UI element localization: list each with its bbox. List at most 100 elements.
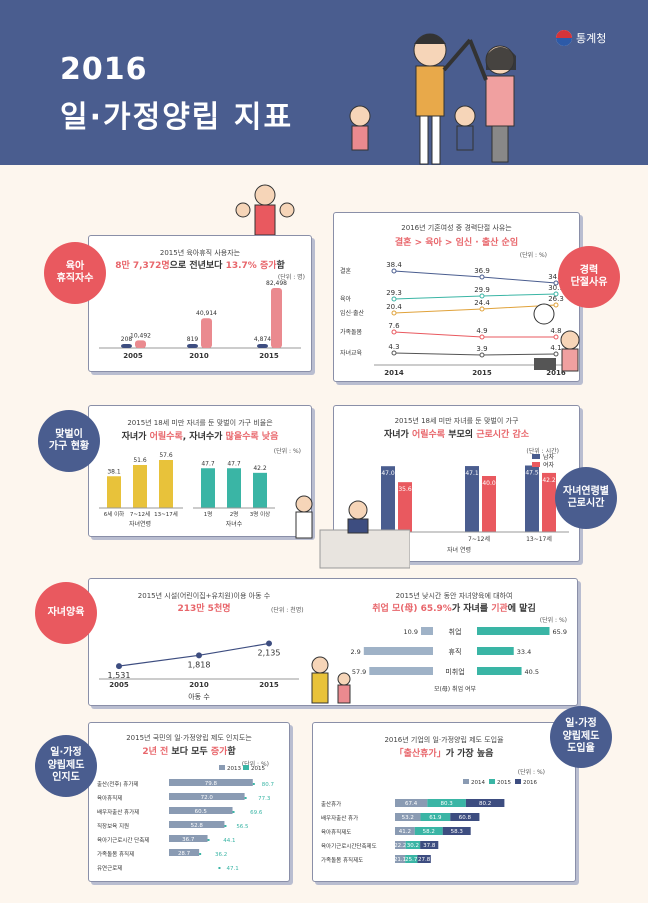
category-label: 배우자출산 휴가 <box>321 814 358 822</box>
legend-swatch <box>243 765 249 770</box>
bar <box>477 647 514 655</box>
header-banner: 2016 일·가정양립 지표 통계청 <box>0 0 648 165</box>
legend-label: 2013 <box>227 766 241 772</box>
tick-label: 1명 <box>204 511 213 518</box>
tick-label: 2005 <box>123 352 143 360</box>
data-label: 67.4 <box>405 801 418 807</box>
bar <box>395 799 428 807</box>
data-point <box>391 296 397 302</box>
marker <box>232 811 235 813</box>
legend-swatch <box>515 779 521 784</box>
data-label: 1,531 <box>108 671 131 680</box>
awareness-subtitle: 2015년 국민의 일·가정양립 제도 인지도는 <box>126 734 252 742</box>
data-label: 57.6 <box>159 452 173 459</box>
data-label: 57.9 <box>352 668 366 676</box>
series-label: 가족돌봄 <box>340 328 363 336</box>
adoption-badge: 일·가정 양립제도 도입율 <box>550 706 612 768</box>
tick-label: 2명 <box>230 511 239 518</box>
headline-text: 으로 전년보다 <box>169 261 226 271</box>
data-label: 22.2 <box>394 843 406 849</box>
category-label: 가족돌봄 휴직제 <box>97 850 134 858</box>
tick-label: 2014 <box>384 369 404 377</box>
bar <box>414 827 443 835</box>
legend-swatch <box>532 454 540 459</box>
daytime-care-headline: 취업 모(母) 65.9%가 자녀를 기관에 맡김 <box>339 601 569 614</box>
tick-label: 2015 <box>472 369 492 377</box>
career-break-subtitle: 2016년 기혼여성 중 경력단절 사유는 <box>401 224 512 232</box>
logo: 통계청 <box>556 30 606 46</box>
legend-swatch <box>219 765 225 770</box>
bar <box>169 779 253 786</box>
headline-text: 가 자녀를 <box>451 604 492 614</box>
data-label: 30.1 <box>548 284 564 292</box>
category-label: 출산휴가 <box>321 800 341 808</box>
dual-income-headline: 자녀가 어릴수록, 자녀수가 많을수록 낮음 <box>89 429 311 442</box>
adoption-panel: 2016년 기업의 일·가정양립 제도 도입율 「출산휴가」가 가장 높음 (단… <box>312 722 576 882</box>
childcare-leave-headline: 8만 7,372명으로 전년보다 13.7% 증가함 <box>89 258 311 271</box>
data-label: 40,914 <box>196 310 217 317</box>
data-label: 47.7 <box>227 460 241 467</box>
dual-income-chart: 38.1 6세 이하 51.6 7~12세 57.6 13~17세 47.7 1명 47.7 2명… <box>99 452 275 528</box>
headline-text: 가 가장 높음 <box>445 749 494 759</box>
data-label: 4.9 <box>476 327 487 335</box>
data-label: 51.6 <box>133 457 147 464</box>
logo-text: 통계청 <box>576 32 607 45</box>
data-point <box>479 293 485 299</box>
tick-label: 13~17세 <box>154 510 178 518</box>
category-label: 유연근로제 <box>97 864 122 872</box>
career-break-badge: 경력 단절사유 <box>558 246 620 308</box>
axis-title: 아동 수 <box>188 692 210 701</box>
tick-label: 2016 <box>546 369 566 377</box>
bar <box>169 807 233 814</box>
bar <box>465 799 505 807</box>
bar <box>159 460 173 508</box>
data-label: 4.3 <box>388 343 399 351</box>
legend-label: 기관 <box>547 621 557 622</box>
category-label: 가족돌봄 휴직제도 <box>321 856 363 864</box>
headline-text: 부모의 <box>445 430 477 440</box>
bar <box>420 841 439 849</box>
bar <box>121 344 132 348</box>
data-label: 38.1 <box>107 468 121 475</box>
bar <box>169 821 225 828</box>
career-break-chart: 결혼 38.4 36.9 34.6 육아 29.3 29.9 30.1 임신·출산 20.4 24.… <box>340 261 569 377</box>
data-point <box>391 329 397 335</box>
data-label: 47.1 <box>226 866 238 872</box>
data-label: 80.2 <box>479 801 491 807</box>
data-point <box>553 334 559 340</box>
tick-label: 7~12세 <box>130 510 150 518</box>
axis-title: 자녀 연령 <box>447 546 471 554</box>
data-label: 26.3 <box>548 295 564 303</box>
bar <box>482 476 496 532</box>
unit-label: (단위 : 명) <box>277 274 305 281</box>
bar <box>257 344 268 348</box>
childcare-leave-panel: 2015년 육아휴직 사용자는 8만 7,372명으로 전년보다 13.7% 증… <box>88 235 312 372</box>
headline-highlight: 근로시간 감소 <box>476 430 530 440</box>
daytime-care-chart: 10.9 65.9 취업 62.9 33.4 휴직 57.9 40.5 미취업 모(母) 기관모(母… <box>351 621 567 693</box>
awareness-headline: 2년 전 보다 모두 증가함 <box>89 744 289 757</box>
data-point <box>196 652 202 659</box>
bar <box>227 468 241 508</box>
series-label: 육아 <box>340 295 352 303</box>
data-label: 69.6 <box>250 810 263 816</box>
data-label: 62.9 <box>351 648 361 656</box>
bar <box>187 344 198 348</box>
data-label: 52.8 <box>191 823 204 829</box>
headline-highlight: 8만 7,372명 <box>115 261 170 271</box>
data-label: 42.2 <box>542 477 556 484</box>
data-label: 7.6 <box>388 322 400 330</box>
awareness-chart: 2013 2015 출산(전후) 휴가제 79.8 80.7 육아휴직제 72.0 77.3 배… <box>97 765 274 872</box>
bar <box>542 472 556 532</box>
tick-label: 2010 <box>189 352 209 360</box>
bar <box>420 813 451 821</box>
data-label: 3.9 <box>476 345 487 353</box>
data-label: 60.8 <box>459 815 472 821</box>
awareness-panel: 2015년 국민의 일·가정양립 제도 인지도는 2년 전 보다 모두 증가함 … <box>88 722 290 882</box>
data-label: 10,492 <box>130 332 151 339</box>
childrearing-badge: 자녀양육 <box>35 582 97 644</box>
legend-label: 모(母) <box>519 621 534 622</box>
series-label: 임신·출산 <box>340 309 364 317</box>
headline-highlight: 2년 전 <box>142 747 169 757</box>
tick-label: 2015 <box>259 681 279 689</box>
